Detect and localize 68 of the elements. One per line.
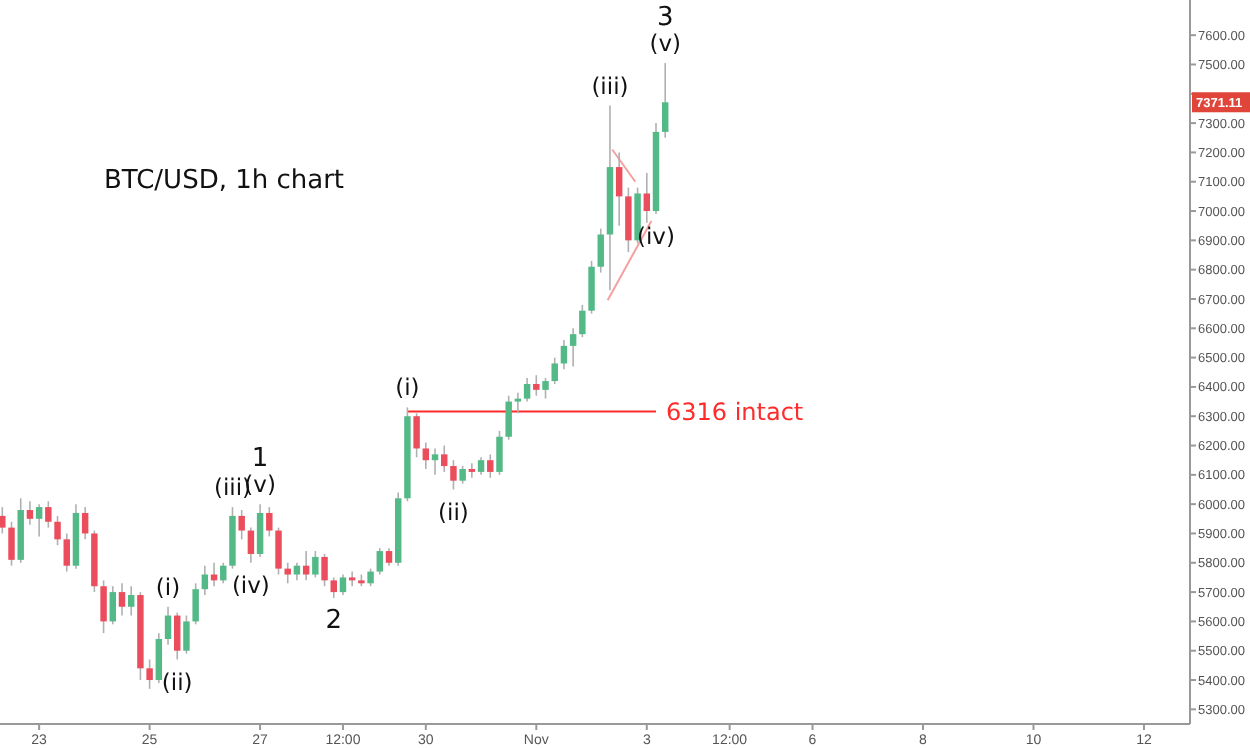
annotation: (v) [649,29,681,58]
annotation: (i) [395,373,420,402]
candlestick [348,570,356,588]
annotation: 3 [656,3,674,34]
candlestick [413,412,420,459]
annotation: (i) [155,572,181,601]
candlestick [302,550,310,582]
candlestick [505,394,512,441]
candlestick [514,391,522,415]
candlestick [127,585,135,617]
candlestick [487,453,494,479]
candlestick [118,582,126,617]
candlestick [109,585,117,626]
candlestick [26,500,34,526]
candlestick [256,503,264,558]
candlestick [266,506,273,538]
candlestick [330,576,337,599]
candlestick [35,503,43,538]
candlestick [8,520,15,567]
candlestick [284,561,291,585]
candlestick [155,632,163,684]
candlestick [422,441,430,470]
text: BTC/USD, 1h chart [104,166,345,196]
candlestick [551,356,558,385]
annotation: (iii) [591,71,629,100]
annotation: (iv) [231,570,270,599]
annotation: 2 [325,605,343,636]
candlestick [588,260,595,315]
candlestick [625,186,632,253]
candlestick [146,658,153,690]
candlestick [174,611,181,661]
candlestick [496,430,503,476]
candlestick [579,304,586,338]
candlestick [376,547,384,576]
annotation: 1 [251,444,269,475]
candlestick [542,377,549,400]
candlestick [81,506,89,541]
candlestick [661,62,669,139]
candlestick [431,447,439,476]
annotation: (ii) [161,667,193,696]
candlestick [523,377,531,403]
candlestick [183,614,190,655]
candlestick [192,582,199,626]
candlestick [615,151,623,227]
candlestick [247,526,255,564]
candlestick [321,553,328,588]
candlestick [643,172,651,224]
candlestick [569,327,577,368]
candlestick [164,605,172,646]
candlestick [63,532,70,573]
candlestick [597,227,604,274]
candlestick [468,462,476,479]
candlestick [533,374,540,397]
candlestick [100,579,107,634]
candlestick [238,509,245,541]
annotation: (iv) [637,221,675,250]
candlestick [634,186,641,245]
candlestick [312,550,319,579]
candlestick [441,444,448,473]
candlestick [54,515,61,546]
annotation: 6316 intact [666,397,804,426]
candlestick [560,339,568,371]
candlestick [45,500,52,529]
candlestick [275,526,282,576]
candlestick [339,573,347,596]
candlestick [450,459,457,491]
candlestick [0,506,6,535]
annotation: (ii) [438,497,469,526]
